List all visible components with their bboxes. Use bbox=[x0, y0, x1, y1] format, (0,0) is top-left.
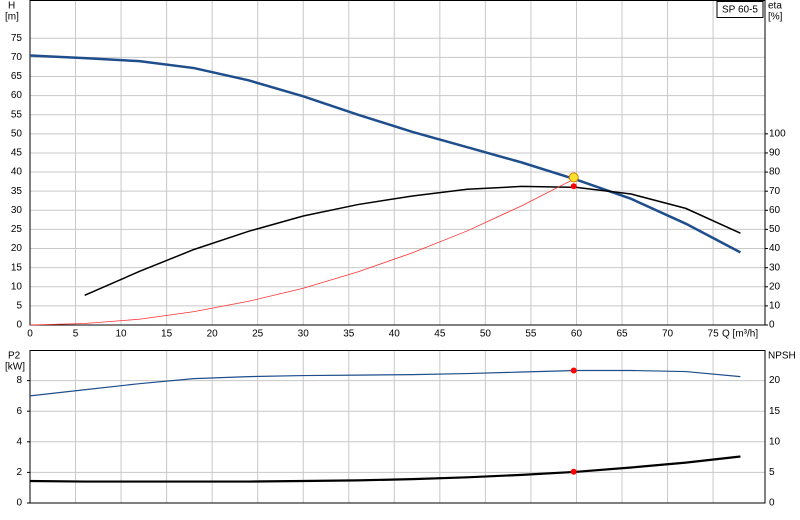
chart-title: SP 60-5 bbox=[722, 5, 758, 16]
y-tick-label: 20 bbox=[11, 243, 23, 254]
y-tick-label: 2 bbox=[16, 467, 22, 478]
y-tick-label: 5 bbox=[16, 301, 22, 312]
x-tick-label: 70 bbox=[662, 329, 674, 340]
y-tick-label: 40 bbox=[11, 167, 23, 178]
operating-point bbox=[570, 367, 577, 374]
curve bbox=[29, 369, 741, 397]
y-axis-label: P2 bbox=[8, 351, 21, 362]
y-axis-label: H bbox=[8, 1, 15, 12]
operating-point bbox=[568, 172, 579, 183]
y2-tick-label: 0 bbox=[769, 498, 775, 509]
x-tick-label: 30 bbox=[298, 329, 310, 340]
curve bbox=[84, 185, 741, 297]
y-tick-label: 35 bbox=[11, 186, 23, 197]
curve bbox=[29, 177, 577, 326]
y-tick-label: 4 bbox=[16, 436, 22, 447]
x-axis-label: Q [m³/h] bbox=[722, 329, 758, 340]
x-tick-label: 0 bbox=[27, 329, 33, 340]
plot-frame bbox=[29, 0, 766, 326]
y2-tick-label: 20 bbox=[769, 375, 781, 386]
y-axis-unit: [kW] bbox=[5, 362, 25, 373]
x-tick-label: 20 bbox=[207, 329, 219, 340]
x-tick-label: 55 bbox=[525, 329, 537, 340]
y-tick-label: 15 bbox=[11, 262, 23, 273]
y-tick-label: 45 bbox=[11, 148, 23, 159]
x-tick-label: 75 bbox=[708, 329, 720, 340]
x-tick-label: 25 bbox=[252, 329, 264, 340]
y2-tick-label: 10 bbox=[769, 301, 781, 312]
y-tick-label: 75 bbox=[11, 33, 23, 44]
curve bbox=[29, 455, 741, 483]
y2-tick-label: 15 bbox=[769, 406, 781, 417]
title-box bbox=[716, 1, 764, 18]
y-tick-label: 8 bbox=[16, 375, 22, 386]
y2-tick-label: 60 bbox=[769, 205, 781, 216]
x-tick-label: 15 bbox=[161, 329, 173, 340]
x-tick-label: 40 bbox=[389, 329, 401, 340]
curve bbox=[29, 54, 741, 254]
y2-tick-label: 90 bbox=[769, 148, 781, 159]
y2-tick-label: 70 bbox=[769, 186, 781, 197]
x-tick-label: 5 bbox=[73, 329, 79, 340]
y-tick-label: 50 bbox=[11, 128, 23, 139]
y-tick-label: 65 bbox=[11, 71, 23, 82]
y-tick-label: 0 bbox=[16, 320, 22, 331]
operating-point bbox=[570, 468, 577, 475]
y-axis-unit: [m] bbox=[5, 12, 19, 23]
y-tick-label: 6 bbox=[16, 406, 22, 417]
y-tick-label: 30 bbox=[11, 205, 23, 216]
x-tick-label: 35 bbox=[343, 329, 355, 340]
y2-tick-label: 50 bbox=[769, 224, 781, 235]
x-tick-label: 45 bbox=[434, 329, 446, 340]
operating-point bbox=[570, 183, 577, 190]
y2-tick-label: 80 bbox=[769, 167, 781, 178]
y2-tick-label: 10 bbox=[769, 436, 781, 447]
y2-tick-label: 5 bbox=[769, 467, 775, 478]
y2-axis-unit: [%] bbox=[768, 12, 783, 23]
y-tick-label: 70 bbox=[11, 52, 23, 63]
y-tick-label: 10 bbox=[11, 281, 23, 292]
y-tick-label: 60 bbox=[11, 90, 23, 101]
y2-tick-label: 0 bbox=[769, 320, 775, 331]
y2-tick-label: 40 bbox=[769, 243, 781, 254]
y2-tick-label: 20 bbox=[769, 281, 781, 292]
x-tick-label: 65 bbox=[616, 329, 628, 340]
y2-axis-label: NPSH bbox=[768, 351, 796, 362]
y-tick-label: 0 bbox=[16, 498, 22, 509]
x-tick-label: 10 bbox=[116, 329, 128, 340]
x-tick-label: 50 bbox=[480, 329, 492, 340]
plot-frame bbox=[29, 350, 766, 504]
y-tick-label: 25 bbox=[11, 224, 23, 235]
y-tick-label: 55 bbox=[11, 109, 23, 120]
y2-axis-label: eta bbox=[768, 1, 782, 12]
y2-tick-label: 100 bbox=[769, 128, 786, 139]
y2-tick-label: 30 bbox=[769, 262, 781, 273]
x-tick-label: 60 bbox=[571, 329, 583, 340]
